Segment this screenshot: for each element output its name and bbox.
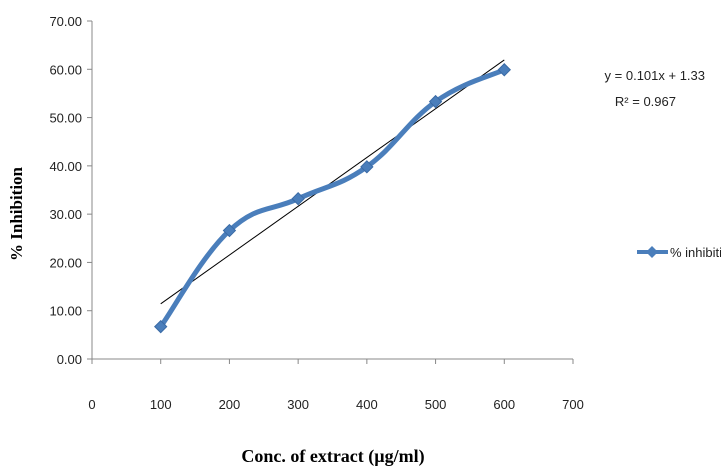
x-tick-label: 200 bbox=[219, 397, 241, 412]
legend-marker bbox=[646, 246, 658, 258]
trendline-layer bbox=[160, 59, 505, 305]
data-point bbox=[360, 160, 374, 174]
series-layer bbox=[154, 63, 511, 334]
x-tick-label: 300 bbox=[287, 397, 309, 412]
y-axis-title: % Inhibition bbox=[7, 166, 26, 261]
x-tick-label: 0 bbox=[88, 397, 95, 412]
data-point bbox=[291, 191, 305, 206]
x-tick-label: 500 bbox=[425, 397, 447, 412]
y-tick-label: 40.00 bbox=[49, 159, 82, 174]
x-tick-label: 400 bbox=[356, 397, 378, 412]
y-tick-label: 20.00 bbox=[49, 255, 82, 270]
trendline-r2: R² = 0.967 bbox=[615, 94, 676, 109]
series-line bbox=[158, 67, 507, 330]
y-tick-label: 10.00 bbox=[49, 304, 82, 319]
y-ticks: 0.00 10.00 20.00 30.00 40.00 50.00 60.00 70.00 bbox=[49, 14, 92, 367]
legend-label: % inhibition bbox=[670, 245, 721, 260]
y-tick-label: 70.00 bbox=[49, 14, 82, 29]
legend: % inhibition bbox=[637, 245, 721, 260]
x-tick-label: 700 bbox=[562, 397, 584, 412]
x-tick-label: 600 bbox=[493, 397, 515, 412]
x-ticks: 0 100 200 300 400 500 600 700 bbox=[88, 359, 584, 412]
x-tick-label: 100 bbox=[150, 397, 172, 412]
data-point bbox=[222, 223, 237, 238]
y-tick-label: 50.00 bbox=[49, 111, 82, 126]
axes bbox=[91, 21, 573, 360]
y-tick-label: 30.00 bbox=[49, 207, 82, 222]
x-axis-title: Conc. of extract (µg/ml) bbox=[241, 446, 424, 467]
data-point bbox=[497, 63, 511, 77]
trendline-equation: y = 0.101x + 1.33 bbox=[605, 68, 705, 83]
data-point bbox=[428, 94, 443, 109]
data-point bbox=[154, 319, 168, 334]
y-tick-label: 0.00 bbox=[57, 352, 82, 367]
y-tick-label: 60.00 bbox=[49, 62, 82, 77]
trendline bbox=[160, 59, 505, 305]
